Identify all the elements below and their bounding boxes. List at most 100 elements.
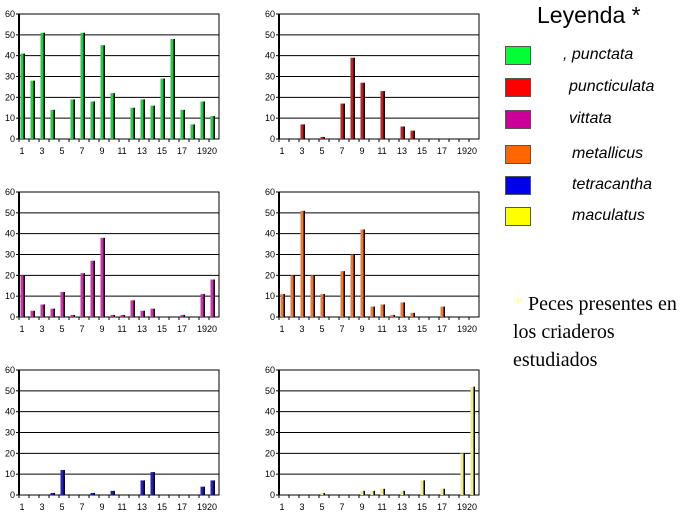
- legend-label: metallicus: [572, 145, 644, 162]
- bar: [400, 126, 404, 139]
- x-tick-label: 20: [207, 324, 217, 334]
- bar-shadow: [63, 292, 65, 317]
- bar: [340, 103, 344, 139]
- y-tick-label: 30: [265, 250, 275, 260]
- bar: [140, 480, 144, 495]
- bar-shadow: [203, 101, 205, 139]
- bar-shadow: [353, 57, 355, 139]
- x-tick-label: 3: [39, 502, 44, 512]
- bar: [370, 490, 374, 495]
- bar: [100, 45, 104, 139]
- bar: [470, 386, 474, 495]
- bar-shadow: [153, 472, 155, 495]
- y-tick-label: 10: [265, 113, 275, 123]
- bar-shadow: [33, 310, 35, 317]
- y-tick-label: 30: [5, 428, 15, 438]
- bar: [300, 124, 304, 139]
- x-tick-label: 3: [39, 146, 44, 156]
- x-tick-label: 19: [457, 324, 467, 334]
- bar-shadow: [53, 109, 55, 139]
- y-tick-label: 0: [10, 134, 15, 144]
- legend-label: maculatus: [572, 207, 645, 224]
- bar: [70, 314, 74, 317]
- y-tick-label: 20: [5, 448, 15, 458]
- bar-shadow: [303, 124, 305, 139]
- x-tick-label: 15: [417, 324, 427, 334]
- bar: [460, 453, 464, 495]
- legend-title: Leyenda *: [537, 2, 641, 28]
- bar: [380, 304, 384, 317]
- y-tick-label: 60: [265, 187, 275, 197]
- bar: [140, 310, 144, 317]
- bar: [210, 480, 214, 495]
- bar: [110, 314, 114, 317]
- x-tick-label: 13: [397, 146, 407, 156]
- bar: [300, 210, 304, 317]
- y-tick-label: 10: [265, 291, 275, 301]
- bar-shadow: [93, 260, 95, 317]
- y-tick-label: 0: [270, 490, 275, 500]
- bar-shadow: [413, 312, 415, 317]
- bar-shadow: [83, 273, 85, 317]
- x-tick-label: 15: [417, 502, 427, 512]
- bar: [400, 302, 404, 317]
- y-tick-label: 20: [265, 270, 275, 280]
- x-tick-label: 17: [177, 502, 187, 512]
- bar-shadow: [403, 302, 405, 317]
- x-tick-label: 15: [157, 146, 167, 156]
- bar-shadow: [203, 294, 205, 317]
- x-tick-label: 5: [59, 324, 64, 334]
- bar-shadow: [183, 109, 185, 139]
- bar-shadow: [113, 490, 115, 495]
- x-tick-label: 17: [437, 502, 447, 512]
- x-tick-label: 20: [207, 502, 217, 512]
- x-tick-label: 11: [117, 324, 126, 334]
- legend-label: vittata: [569, 110, 612, 127]
- bar: [100, 237, 104, 317]
- bar-shadow: [283, 294, 285, 317]
- bar: [170, 39, 174, 139]
- x-tick-label: 11: [117, 502, 126, 512]
- legend-swatch: [505, 78, 531, 97]
- legend-swatch: [505, 207, 531, 226]
- bar: [360, 490, 364, 495]
- bar-shadow: [443, 306, 445, 317]
- legend-item-tetracantha: tetracantha: [505, 176, 685, 196]
- bar: [350, 254, 354, 317]
- x-tick-label: 9: [359, 324, 364, 334]
- x-tick-label: 1: [279, 324, 284, 334]
- bar-shadow: [73, 314, 75, 317]
- bar: [30, 310, 34, 317]
- x-tick-label: 9: [99, 146, 104, 156]
- bar: [40, 304, 44, 317]
- legend-swatch: [505, 46, 531, 65]
- bar-shadow: [163, 78, 165, 139]
- bar: [90, 101, 94, 139]
- bar-shadow: [403, 490, 405, 495]
- bar-shadow: [33, 80, 35, 139]
- x-tick-label: 20: [207, 146, 217, 156]
- x-tick-label: 19: [197, 502, 207, 512]
- x-tick-label: 20: [467, 324, 477, 334]
- y-tick-label: 60: [5, 9, 15, 19]
- bar-shadow: [463, 453, 465, 495]
- legend-swatch: [505, 110, 531, 129]
- y-tick-label: 40: [265, 51, 275, 61]
- x-tick-label: 1: [19, 324, 24, 334]
- bar-shadow: [123, 314, 125, 317]
- bar: [130, 300, 134, 317]
- bar: [410, 312, 414, 317]
- bar-shadow: [323, 294, 325, 317]
- x-tick-label: 13: [137, 146, 147, 156]
- bar: [80, 273, 84, 317]
- x-tick-label: 13: [397, 502, 407, 512]
- bar: [20, 53, 24, 140]
- note-text: Peces presentes en los criaderos estudia…: [513, 293, 677, 371]
- x-tick-label: 3: [39, 324, 44, 334]
- x-tick-label: 7: [79, 324, 84, 334]
- x-tick-label: 15: [417, 146, 427, 156]
- bar-shadow: [53, 308, 55, 317]
- x-tick-label: 17: [437, 324, 447, 334]
